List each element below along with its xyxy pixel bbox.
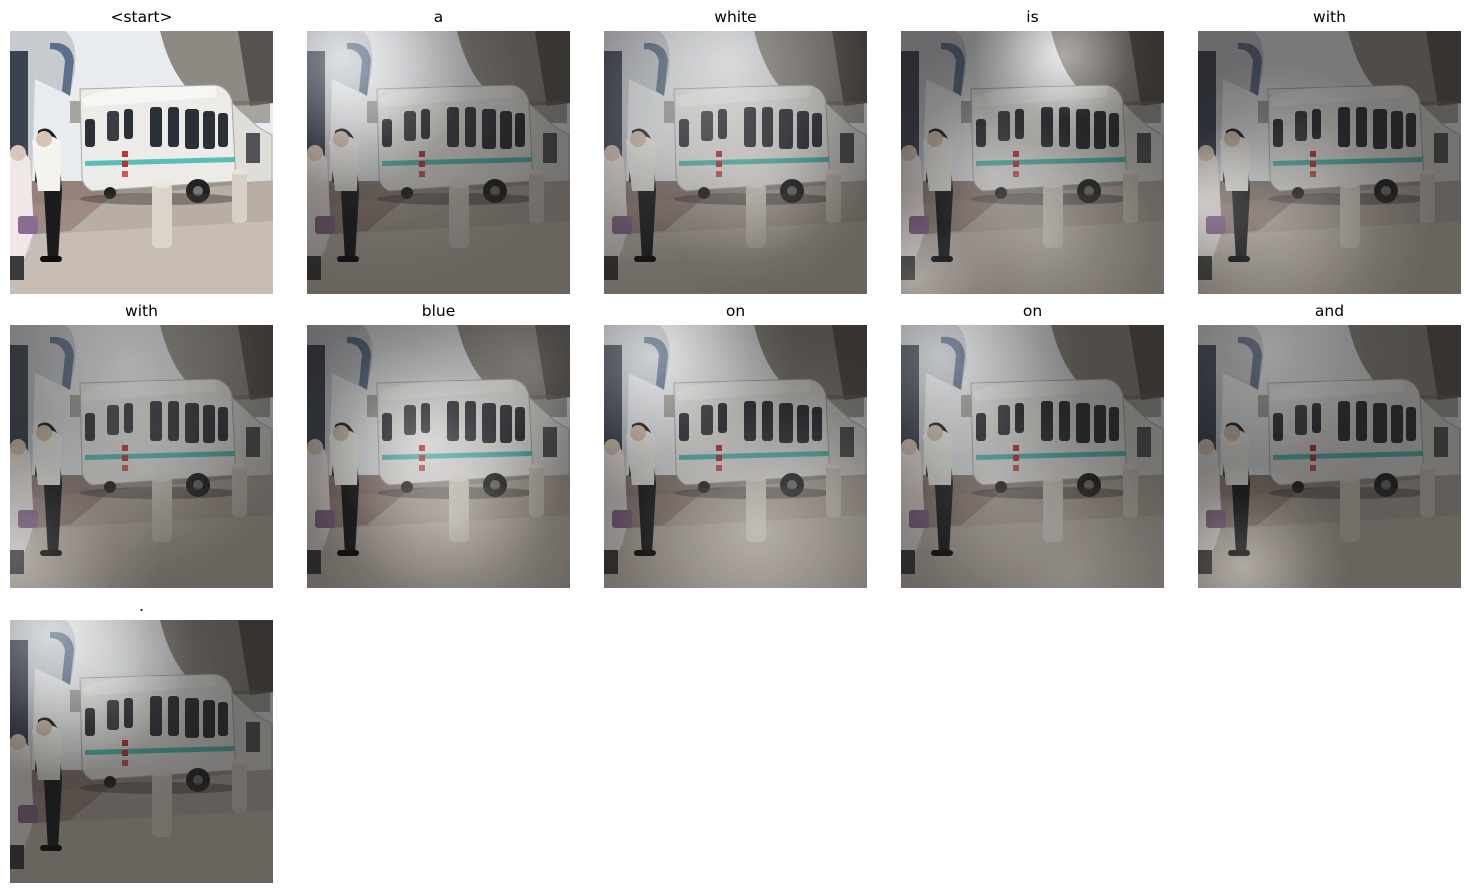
panel-image bbox=[604, 31, 867, 294]
panel-image bbox=[1198, 325, 1461, 588]
panel-image bbox=[901, 325, 1164, 588]
panel-image bbox=[307, 31, 570, 294]
attention-hotspot bbox=[23, 620, 208, 765]
panel-image bbox=[604, 325, 867, 588]
panel-image bbox=[1198, 31, 1461, 294]
panel-word: a bbox=[433, 8, 444, 26]
panel-image bbox=[10, 31, 273, 294]
panel-word: <start> bbox=[110, 8, 173, 26]
panel-image bbox=[901, 31, 1164, 294]
panel-word: . bbox=[139, 597, 144, 615]
attention-hotspot bbox=[688, 115, 836, 263]
attention-hotspot bbox=[935, 125, 1157, 294]
panel-word: is bbox=[1026, 8, 1039, 26]
panel-word: on bbox=[1022, 302, 1043, 320]
panel-word: and bbox=[1314, 302, 1345, 320]
attention-hotspot bbox=[901, 216, 979, 294]
attention-hotspot bbox=[58, 386, 225, 553]
panel-image bbox=[10, 620, 273, 883]
attention-hotspot bbox=[350, 413, 553, 588]
attention-hotspot bbox=[970, 473, 1164, 588]
attention-hotspot bbox=[1198, 146, 1259, 258]
panel-word: white bbox=[714, 8, 757, 26]
attention-hotspot bbox=[1198, 109, 1383, 294]
panel-word: with bbox=[1313, 8, 1346, 26]
panel-word: blue bbox=[421, 302, 456, 320]
panel-image bbox=[10, 325, 273, 588]
attention-hotspot bbox=[1198, 325, 1365, 453]
panel-word: with bbox=[125, 302, 158, 320]
panel-word: on bbox=[725, 302, 746, 320]
attention-hotspot bbox=[307, 31, 524, 227]
attention-hotspot bbox=[618, 392, 867, 588]
attention-hotspot bbox=[1198, 493, 1317, 588]
attention-hotspot bbox=[447, 325, 570, 448]
panel-image bbox=[307, 325, 570, 588]
